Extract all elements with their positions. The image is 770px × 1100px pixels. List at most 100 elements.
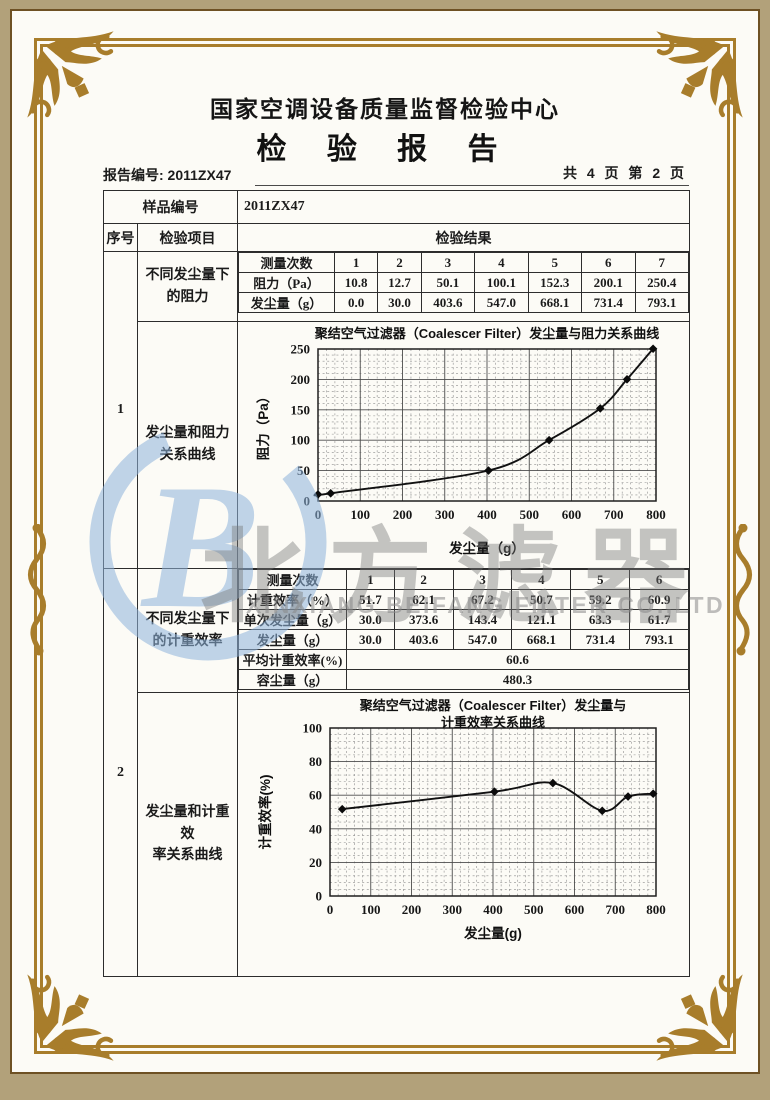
col-header-cell: 3 <box>452 569 513 590</box>
value-cell: 62.1 <box>393 589 454 610</box>
svg-text:200: 200 <box>402 902 422 917</box>
chart-cell: 0 100 200 300 400 500 600 700 800 0 50 100 150 200 250… <box>237 321 690 569</box>
svg-text:300: 300 <box>435 507 455 522</box>
svg-text:60: 60 <box>309 788 322 803</box>
svg-text:400: 400 <box>483 902 503 917</box>
value-cell: 51.7 <box>346 589 395 610</box>
col-header-cell: 5 <box>570 569 631 590</box>
svg-text:200: 200 <box>291 372 311 387</box>
chart-cell: 0 100 200 300 400 500 600 700 800 0 20 40 60 80 100 聚结空… <box>237 692 690 977</box>
col-header-cell: 6 <box>581 252 636 273</box>
value-cell: 30.0 <box>346 629 395 650</box>
value-cell: 668.1 <box>527 292 583 313</box>
page-title: 检 验 报 告 <box>256 133 514 166</box>
svg-text:80: 80 <box>309 754 322 769</box>
item-label-cell: 发尘量和计重效 率关系曲线 <box>137 692 238 977</box>
value-cell: 59.2 <box>570 589 631 610</box>
svg-text:500: 500 <box>520 507 540 522</box>
svg-text:100: 100 <box>351 507 371 522</box>
sample-label-cell: 样品编号 <box>103 190 238 224</box>
item-label-cell: 不同发尘量下 的计重效率 <box>137 568 238 693</box>
svg-text:700: 700 <box>604 507 624 522</box>
value-cell: 60.9 <box>629 589 689 610</box>
side-flourish-icon <box>730 524 756 656</box>
svg-text:0: 0 <box>315 507 322 522</box>
value-cell: 793.1 <box>634 292 689 313</box>
svg-text:计重效率关系曲线: 计重效率关系曲线 <box>441 715 545 730</box>
seq-header-cell: 序号 <box>103 223 138 252</box>
row-label-cell: 测量次数 <box>238 569 347 590</box>
item-label-cell: 不同发尘量下 的阻力 <box>137 251 238 322</box>
svg-text:0: 0 <box>327 902 334 917</box>
svg-text:阻力（Pa）: 阻力（Pa） <box>255 390 271 461</box>
resistance-curve-chart: 0 100 200 300 400 500 600 700 800 0 50 100 150 200 250… <box>238 325 689 565</box>
fill-rule <box>255 185 689 186</box>
col-header-cell: 4 <box>474 252 529 273</box>
inspection-results-table: 样品编号 2011ZX47 序号 检验项目 检验结果 1 不同发尘量下 的阻力 <box>103 190 690 977</box>
row-label-cell: 容尘量（g） <box>238 669 347 690</box>
svg-text:800: 800 <box>646 902 666 917</box>
sample-value-cell: 2011ZX47 <box>237 190 690 224</box>
value-cell: 12.7 <box>377 272 422 293</box>
svg-text:500: 500 <box>524 902 544 917</box>
row-label-cell: 平均计重效率(%) <box>238 649 347 670</box>
svg-text:300: 300 <box>443 902 463 917</box>
row-label-cell: 阻力（Pa） <box>238 272 335 293</box>
svg-text:600: 600 <box>565 902 585 917</box>
value-cell: 50.1 <box>420 272 476 293</box>
row-label-cell: 发尘量（g） <box>238 629 347 650</box>
svg-text:0: 0 <box>304 494 311 509</box>
value-cell: 480.3 <box>346 669 689 690</box>
svg-text:700: 700 <box>606 902 626 917</box>
row-label-cell: 发尘量（g） <box>238 292 335 313</box>
value-cell: 121.1 <box>511 609 572 630</box>
col-header-cell: 5 <box>527 252 583 273</box>
value-cell: 403.6 <box>420 292 476 313</box>
page-count: 共 4 页 第 2 页 <box>562 165 687 181</box>
corner-flourish-icon <box>650 968 750 1068</box>
svg-text:计重效率(%): 计重效率(%) <box>257 775 273 850</box>
value-cell: 547.0 <box>474 292 529 313</box>
svg-text:600: 600 <box>562 507 582 522</box>
col-header-cell: 4 <box>511 569 572 590</box>
svg-text:聚结空气过滤器（Coalescer Filter）发尘量与: 聚结空气过滤器（Coalescer Filter）发尘量与 <box>359 698 627 713</box>
value-cell: 793.1 <box>629 629 689 650</box>
value-cell: 373.6 <box>393 609 454 630</box>
value-cell: 200.1 <box>581 272 636 293</box>
col-header-cell: 1 <box>346 569 395 590</box>
col-header-cell: 3 <box>420 252 476 273</box>
row-label-cell: 计重效率（%） <box>238 589 347 610</box>
certificate-frame <box>34 38 736 1054</box>
col-header-cell: 6 <box>629 569 689 590</box>
value-cell: 67.2 <box>452 589 513 610</box>
value-cell: 30.0 <box>377 292 422 313</box>
col-header-cell: 1 <box>333 252 379 273</box>
value-cell: 668.1 <box>511 629 572 650</box>
result-header-cell: 检验结果 <box>237 223 690 252</box>
value-cell: 0.0 <box>333 292 379 313</box>
value-cell: 250.4 <box>634 272 689 293</box>
value-cell: 63.3 <box>570 609 631 630</box>
value-cell: 30.0 <box>346 609 395 630</box>
value-cell: 60.6 <box>346 649 689 670</box>
efficiency-curve-chart: 0 100 200 300 400 500 600 700 800 0 20 40 60 80 100 聚结空… <box>238 696 689 976</box>
value-cell: 50.7 <box>511 589 572 610</box>
value-cell: 547.0 <box>452 629 513 650</box>
section-seq-cell: 2 <box>103 568 138 977</box>
row-label-cell: 测量次数 <box>238 252 335 273</box>
item-header-cell: 检验项目 <box>137 223 238 252</box>
report-number: 报告编号: 2011ZX47 <box>103 167 232 183</box>
svg-text:100: 100 <box>303 721 323 736</box>
resistance-data-table: 测量次数 1 2 3 4 5 6 7 阻力（Pa） <box>238 252 689 313</box>
efficiency-data-table: 测量次数 1 2 3 4 5 6 计重效率（%） 51.7 <box>238 569 689 690</box>
value-cell: 403.6 <box>393 629 454 650</box>
svg-text:800: 800 <box>646 507 666 522</box>
svg-text:250: 250 <box>291 342 311 357</box>
value-cell: 61.7 <box>629 609 689 630</box>
svg-text:20: 20 <box>309 855 322 870</box>
item-label-cell: 发尘量和阻力 关系曲线 <box>137 321 238 569</box>
svg-text:聚结空气过滤器（Coalescer Filter）发尘量与阻: 聚结空气过滤器（Coalescer Filter）发尘量与阻力关系曲线 <box>314 326 660 341</box>
svg-text:40: 40 <box>309 821 322 836</box>
section-seq-cell: 1 <box>103 251 138 569</box>
col-header-cell: 7 <box>634 252 689 273</box>
